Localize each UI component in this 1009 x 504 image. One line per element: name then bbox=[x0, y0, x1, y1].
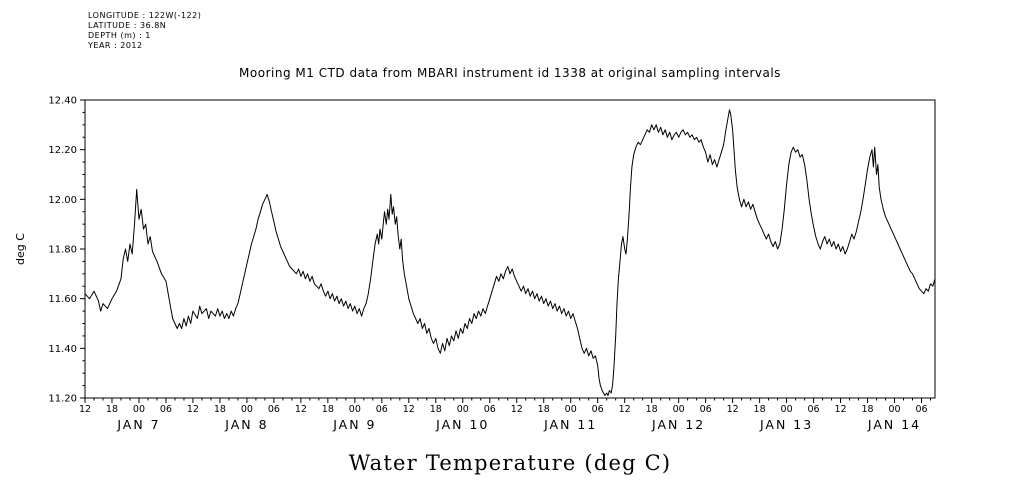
meta-longitude: LONGITUDE : 122W(-122) bbox=[88, 11, 202, 20]
x-hour-tick-label: 00 bbox=[457, 404, 469, 415]
x-hour-tick-label: 06 bbox=[808, 404, 820, 415]
x-date-label: JAN 13 bbox=[759, 417, 813, 432]
meta-depth: DEPTH (m) : 1 bbox=[88, 31, 151, 40]
x-hour-tick-label: 06 bbox=[484, 404, 496, 415]
chart-title: Mooring M1 CTD data from MBARI instrumen… bbox=[239, 66, 781, 80]
x-hour-tick-label: 12 bbox=[619, 404, 631, 415]
x-hour-tick-label: 12 bbox=[403, 404, 415, 415]
x-hour-tick-label: 12 bbox=[511, 404, 523, 415]
x-hour-tick-label: 00 bbox=[241, 404, 253, 415]
x-date-label: JAN 8 bbox=[224, 417, 268, 432]
x-date-label: JAN 7 bbox=[116, 417, 160, 432]
x-date-label: JAN 9 bbox=[332, 417, 376, 432]
y-tick-label: 12.40 bbox=[48, 96, 77, 107]
x-date-label: JAN 10 bbox=[435, 417, 489, 432]
y-tick-label: 12.20 bbox=[48, 145, 77, 156]
x-hour-tick-label: 18 bbox=[322, 404, 334, 415]
x-hour-tick-label: 18 bbox=[861, 404, 873, 415]
temperature-series-group bbox=[84, 109, 936, 396]
x-hour-tick-label: 06 bbox=[700, 404, 712, 415]
x-date-label: JAN 12 bbox=[651, 417, 705, 432]
x-date-label: JAN 14 bbox=[867, 417, 921, 432]
x-hour-tick-label: 12 bbox=[79, 404, 91, 415]
meta-year: YEAR : 2012 bbox=[88, 41, 143, 50]
x-hour-tick-label: 06 bbox=[160, 404, 172, 415]
x-date-label: JAN 11 bbox=[543, 417, 597, 432]
x-hour-tick-label: 12 bbox=[295, 404, 307, 415]
y-tick-label: 11.20 bbox=[48, 394, 77, 405]
axis-tick-labels: 11.20 11.40 11.60 11.80 12.00 12.20 12.40 12 18 0… bbox=[48, 96, 927, 433]
y-tick-label: 11.60 bbox=[48, 294, 77, 305]
axis-ticks bbox=[80, 99, 932, 403]
y-axis-label: deg C bbox=[14, 233, 27, 265]
x-hour-tick-label: 12 bbox=[835, 404, 847, 415]
y-tick-label: 12.00 bbox=[48, 195, 77, 206]
metadata-block: LONGITUDE : 122W(-122) LATITUDE : 36.8N … bbox=[88, 11, 201, 51]
x-hour-tick-label: 00 bbox=[349, 404, 361, 415]
temperature-line bbox=[84, 109, 936, 396]
x-hour-tick-label: 00 bbox=[888, 404, 900, 415]
x-hour-tick-label: 00 bbox=[781, 404, 793, 415]
x-hour-tick-label: 12 bbox=[727, 404, 739, 415]
x-hour-tick-label: 06 bbox=[915, 404, 927, 415]
x-hour-tick-label: 06 bbox=[592, 404, 604, 415]
x-hour-tick-label: 18 bbox=[106, 404, 118, 415]
x-hour-tick-label: 18 bbox=[646, 404, 658, 415]
x-axis-caption: Water Temperature (deg C) bbox=[348, 451, 672, 475]
meta-latitude: LATITUDE : 36.8N bbox=[88, 21, 167, 30]
x-hour-tick-label: 18 bbox=[214, 404, 226, 415]
x-hour-tick-label: 18 bbox=[754, 404, 766, 415]
plot-border bbox=[84, 99, 936, 399]
x-hour-tick-label: 00 bbox=[133, 404, 145, 415]
x-hour-tick-label: 12 bbox=[187, 404, 199, 415]
x-hour-tick-label: 06 bbox=[376, 404, 388, 415]
x-hour-tick-label: 00 bbox=[565, 404, 577, 415]
x-hour-tick-label: 06 bbox=[268, 404, 280, 415]
x-hour-tick-label: 18 bbox=[538, 404, 550, 415]
y-tick-label: 11.40 bbox=[48, 344, 77, 355]
y-tick-label: 11.80 bbox=[48, 245, 77, 256]
x-hour-tick-label: 18 bbox=[430, 404, 442, 415]
x-hour-tick-label: 00 bbox=[673, 404, 685, 415]
